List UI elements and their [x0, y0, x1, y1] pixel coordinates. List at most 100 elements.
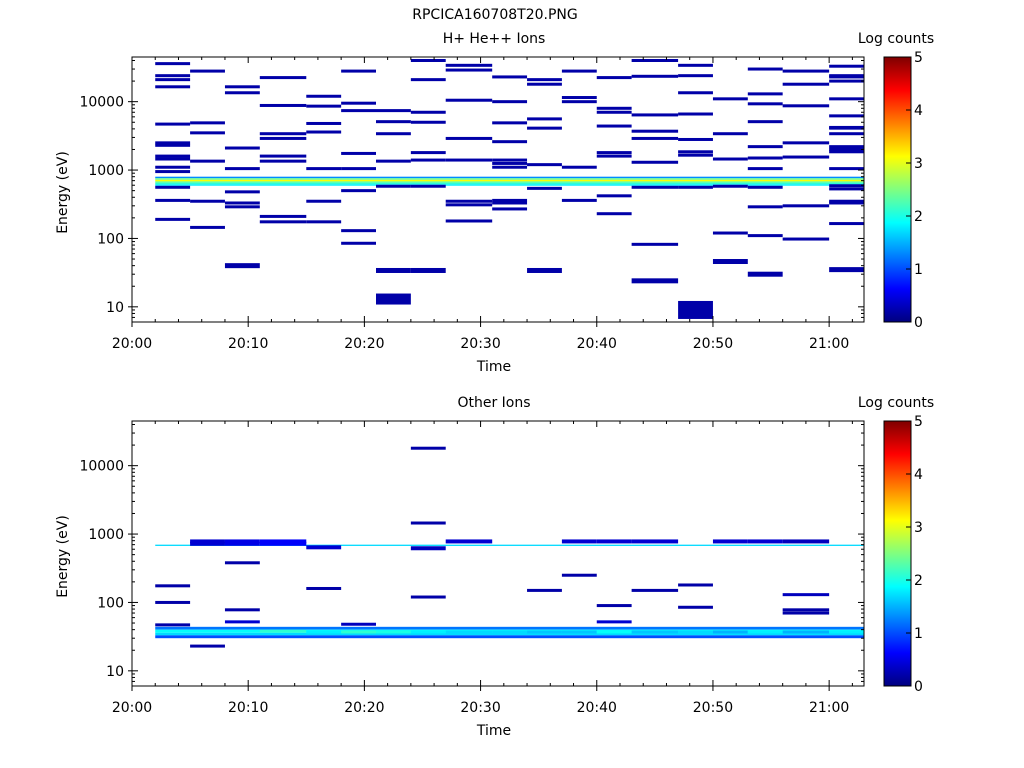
spectrogram-cell [410, 267, 446, 273]
spectrogram-cell [782, 155, 830, 159]
colorbar-tick-label: 3 [914, 520, 923, 536]
spectrogram-cell [631, 588, 679, 592]
spectrogram-cell [782, 204, 830, 208]
spectrogram-cell [306, 104, 342, 108]
spectrogram-cell [712, 97, 748, 101]
panel-title: Other Ions [457, 395, 530, 411]
spectrogram-cell [341, 229, 376, 233]
spectrogram-cell [527, 78, 562, 82]
spectrogram-cell [829, 184, 864, 188]
spectrogram-cell [190, 199, 225, 203]
spectrogram-cell [678, 150, 713, 154]
spectrogram-cell [561, 100, 597, 104]
spectrogram-cell [259, 136, 307, 140]
y-tick-label: 10 [106, 300, 124, 316]
spectrogram-cell [224, 263, 260, 269]
spectrogram-cell [782, 593, 830, 597]
colorbar-tick-label: 5 [914, 414, 923, 430]
band-cell [155, 632, 864, 636]
spectrogram-cell [376, 120, 411, 124]
spectrogram-cell [492, 630, 528, 634]
spectrogram-cell [376, 109, 411, 113]
colorbar-tick-label: 1 [914, 626, 923, 642]
spectrogram-cell [155, 78, 191, 82]
spectrogram-cell [631, 630, 679, 634]
spectrogram-cell [829, 267, 864, 273]
spectrogram-cell [561, 573, 597, 577]
spectrogram-cell [712, 259, 748, 265]
x-tick-label: 20:30 [460, 336, 500, 352]
spectrogram-cell [155, 122, 191, 126]
spectrogram-cell [224, 91, 260, 95]
spectrogram-cell [445, 203, 493, 207]
spectrogram-cell [829, 199, 864, 203]
spectrogram-cell [259, 214, 307, 218]
axes-frame [131, 420, 865, 687]
colorbar-tick-label: 3 [914, 156, 923, 172]
spectrogram-cell [782, 237, 830, 241]
spectrogram-cell [376, 267, 411, 273]
spectrogram-cell [410, 184, 446, 188]
spectrogram-cell [829, 64, 864, 68]
spectrogram-cell [678, 630, 713, 634]
band-cell [155, 181, 864, 183]
spectrogram-cell [712, 539, 748, 544]
spectrogram-cell [829, 150, 864, 154]
spectrogram-cells [155, 58, 864, 319]
spectrogram-cell [445, 136, 493, 140]
spectrogram-cell [190, 131, 225, 135]
spectrogram-cell [306, 121, 342, 125]
spectrogram-cell [829, 132, 864, 136]
spectrogram-cell [259, 103, 307, 107]
colorbar-tick-label: 5 [914, 50, 923, 66]
spectrogram-cell [190, 541, 225, 546]
plot-area [132, 57, 864, 322]
spectrogram-cell [155, 170, 191, 174]
spectrogram-cell [596, 539, 632, 544]
spectrogram-cell [155, 154, 191, 158]
band-cell [155, 178, 864, 180]
spectrogram-cell [561, 630, 597, 634]
spectrogram-cell [678, 583, 713, 587]
x-axis-label: Time [476, 359, 511, 375]
spectrogram-cell [259, 154, 307, 158]
spectrogram-cell [712, 132, 748, 136]
spectrogram-cell [492, 100, 528, 104]
spectrogram-cell [410, 546, 446, 551]
colorbar: Log counts 0 1 2 3 4 5 [858, 31, 934, 331]
spectrogram-cell [445, 539, 493, 544]
y-tick-label: 1000 [88, 527, 124, 543]
band-cell [155, 179, 864, 182]
colorbar-gradient [883, 420, 912, 687]
spectrogram-cell [224, 205, 260, 209]
colorbar-tick-label: 0 [914, 315, 923, 331]
colorbar-tick-label: 2 [914, 209, 923, 225]
spectrogram-cell [678, 137, 713, 141]
spectrogram-cell [492, 207, 528, 211]
spectrogram-cell [596, 630, 632, 634]
spectrogram-bands [155, 176, 864, 186]
spectrogram-cell [306, 220, 342, 224]
spectrogram-cell [410, 78, 446, 82]
spectrogram-cell [410, 158, 446, 162]
spectrogram-cell [747, 630, 783, 634]
spectrogram-cell [596, 124, 632, 128]
x-ticks: 20:00 20:10 20:20 20:30 20:40 20:50 21:00 [112, 57, 853, 352]
colorbar-label: Log counts [858, 31, 934, 47]
spectrogram-cell [445, 219, 493, 223]
spectrogram-cell [492, 165, 528, 169]
spectrogram-cell [782, 608, 830, 612]
panel-title: H+ He++ Ions [443, 31, 546, 47]
spectrogram-cell [747, 234, 783, 238]
spectrogram-cell [829, 147, 864, 151]
spectrogram-cell [306, 199, 342, 203]
spectrogram-cell [527, 117, 562, 121]
colorbar-tick-label: 4 [914, 467, 923, 483]
spectrogram-cell [306, 630, 342, 634]
spectrogram-cell [224, 620, 260, 624]
spectrogram-cell [224, 561, 260, 565]
y-ticks: 10 100 1000 10000 [79, 59, 864, 323]
spectrogram-cell [631, 278, 679, 284]
spectrogram-cell [445, 630, 493, 634]
